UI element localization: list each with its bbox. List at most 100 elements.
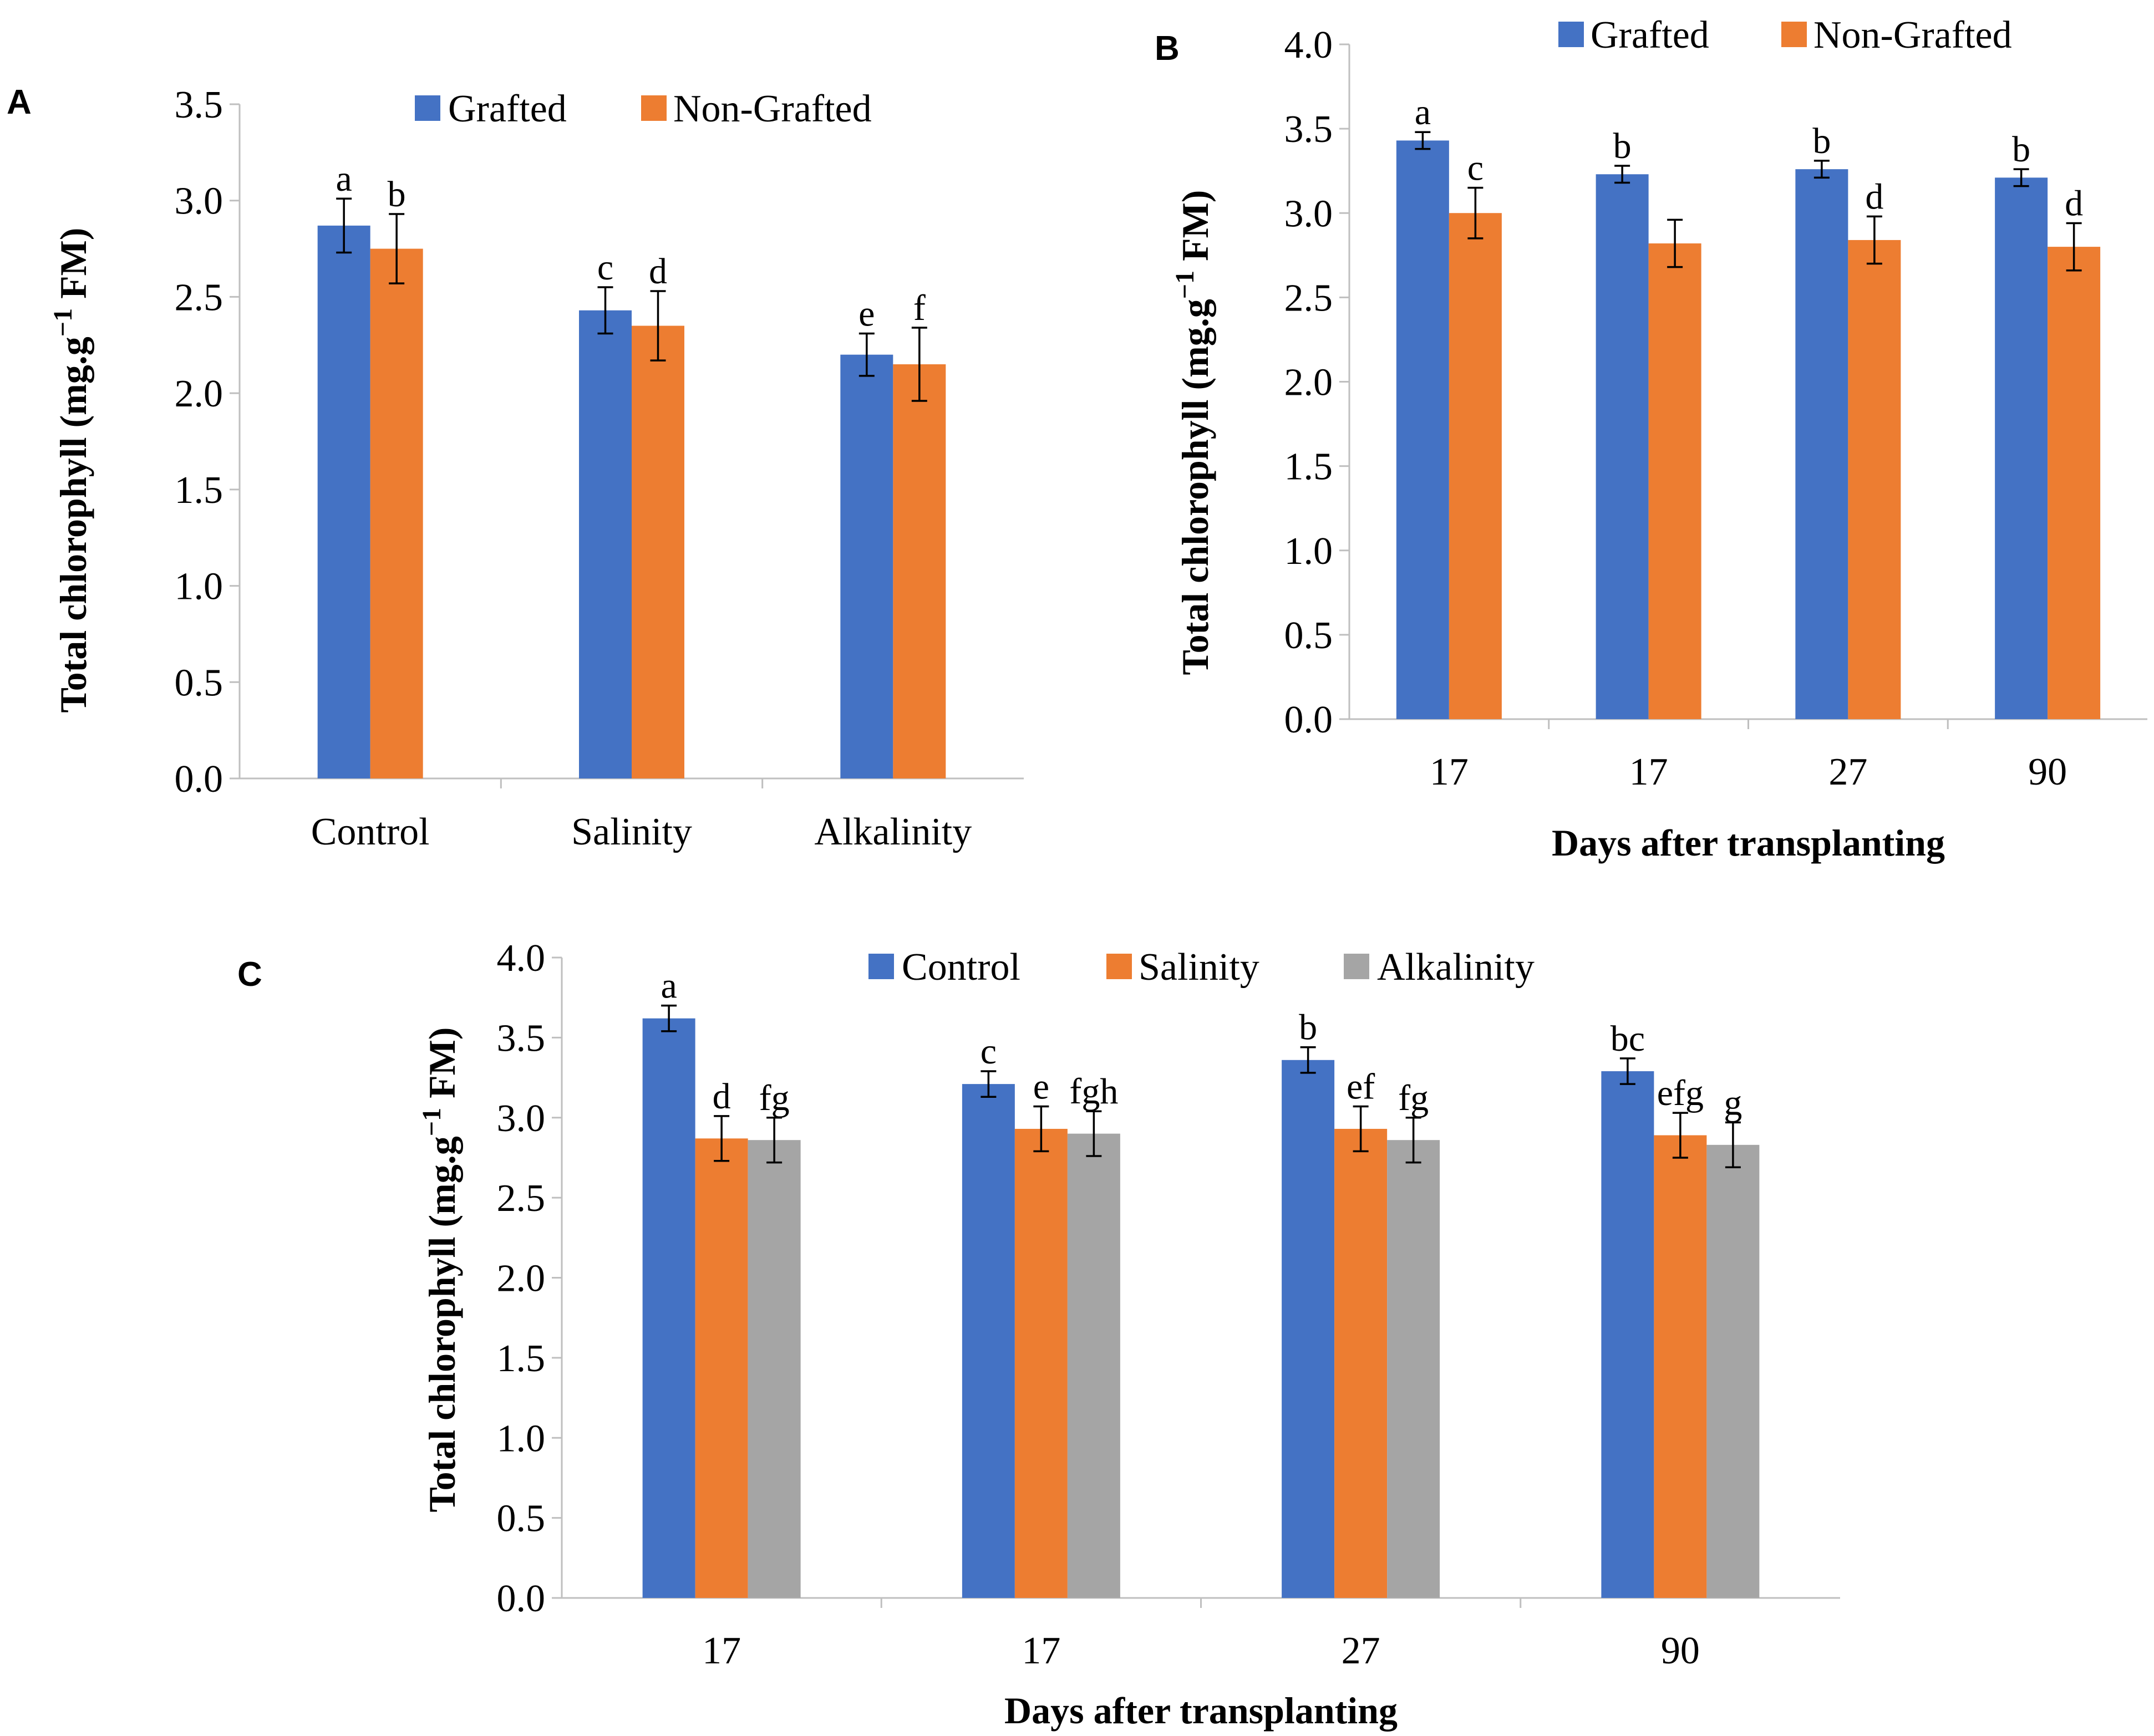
y-tick-label: 2.0 xyxy=(497,1258,546,1300)
legend-swatch xyxy=(641,95,667,121)
chart-panel-a: A 0.0 0.5 1.0 1.5 2.0 2.5 3.0 3.5 Control a b Salini… xyxy=(7,83,1024,853)
x-tick-label: Salinity xyxy=(571,811,692,853)
y-tick-label: 3.0 xyxy=(1284,192,1333,235)
significance-letter: g xyxy=(1724,1082,1742,1123)
legend-label: Salinity xyxy=(1139,946,1259,989)
x-axis-title: Days after transplanting xyxy=(1552,822,1945,864)
y-tick-label: 3.5 xyxy=(1284,108,1333,151)
y-tick-label: 0.5 xyxy=(175,661,223,704)
bar-salinity xyxy=(1654,1135,1707,1598)
significance-letter: fg xyxy=(1398,1078,1429,1118)
y-tick-label: 1.0 xyxy=(175,566,223,608)
legend-label: Grafted xyxy=(1591,14,1709,57)
legend-swatch xyxy=(1558,22,1584,47)
y-axis-title-main: Total chlorophyll (mg.g xyxy=(1174,299,1216,675)
significance-letter: fg xyxy=(759,1078,790,1118)
y-tick-label: 0.0 xyxy=(497,1577,546,1620)
significance-letter: fgh xyxy=(1069,1071,1118,1112)
chart-panel-b: B0.00.51.01.52.02.53.03.54.017ac17b27bd9… xyxy=(1155,14,2147,864)
legend-label: Control xyxy=(902,946,1020,989)
significance-letter: b xyxy=(1812,121,1831,161)
bar-non-grafted xyxy=(893,364,946,778)
x-tick-label: Alkalinity xyxy=(814,811,972,853)
bar-control xyxy=(962,1084,1015,1598)
y-axis-title: Total chlorophyll (mg.g−1 FM) xyxy=(48,228,94,713)
bar-salinity xyxy=(1014,1128,1068,1598)
y-tick-label: 1.5 xyxy=(1284,446,1333,488)
x-tick-label: 17 xyxy=(1430,751,1469,793)
bar-alkalinity xyxy=(1387,1140,1440,1598)
legend-label: Non-Grafted xyxy=(1813,14,2012,57)
significance-letter: a xyxy=(336,159,352,199)
significance-letter: b xyxy=(2012,129,2030,170)
significance-letter: c xyxy=(1467,148,1484,189)
x-tick-label: 17 xyxy=(1022,1630,1060,1672)
x-axis-title: Days after transplanting xyxy=(1004,1689,1398,1732)
y-axis-title-tail: FM) xyxy=(1174,190,1216,271)
y-tick-label: 2.5 xyxy=(497,1177,546,1220)
significance-letter: d xyxy=(649,251,667,292)
significance-letter: efg xyxy=(1657,1073,1704,1113)
y-tick-label: 2.0 xyxy=(175,373,223,415)
significance-letter: d xyxy=(2065,184,2083,224)
legend-swatch xyxy=(868,954,894,979)
legend-swatch xyxy=(1106,954,1132,979)
y-tick-label: 4.0 xyxy=(1284,24,1333,67)
y-tick-label: 0.0 xyxy=(1284,699,1333,741)
significance-letter: c xyxy=(597,247,613,288)
legend-swatch xyxy=(1781,22,1807,47)
bar-grafted xyxy=(1596,174,1649,720)
y-tick-label: 1.5 xyxy=(497,1337,546,1380)
legend-swatch xyxy=(1344,954,1369,979)
x-tick-label: 90 xyxy=(2028,751,2067,793)
bar-control xyxy=(642,1018,695,1598)
bar-alkalinity xyxy=(1067,1133,1120,1598)
significance-letter: b xyxy=(1613,126,1632,166)
y-tick-label: 0.5 xyxy=(1284,614,1333,657)
panel-letter: C xyxy=(237,955,262,994)
y-axis-title-tail: FM) xyxy=(421,1027,463,1108)
significance-letter: e xyxy=(1033,1067,1049,1107)
x-tick-label: 27 xyxy=(1342,1630,1380,1672)
y-tick-label: 2.0 xyxy=(1284,362,1333,404)
y-tick-label: 2.5 xyxy=(1284,277,1333,319)
y-axis-title-main: Total chlorophyll (mg.g xyxy=(52,337,94,712)
panel-letter: A xyxy=(7,83,32,121)
y-axis-title-tail: FM) xyxy=(52,228,94,308)
y-tick-label: 1.0 xyxy=(497,1417,546,1460)
y-axis-title-superscript: −1 xyxy=(417,1108,446,1136)
bar-alkalinity xyxy=(1706,1144,1760,1598)
bar-non-grafted xyxy=(370,248,423,779)
significance-letter: c xyxy=(981,1031,997,1072)
bar-grafted xyxy=(1795,169,1848,719)
x-tick-label: 17 xyxy=(702,1630,741,1672)
x-tick-label: 27 xyxy=(1828,751,1867,793)
y-axis-title: Total chlorophyll (mg.g−1 FM) xyxy=(1170,190,1216,675)
y-tick-label: 2.5 xyxy=(175,276,223,319)
bar-non-grafted xyxy=(1848,240,1901,719)
bar-alkalinity xyxy=(748,1140,801,1598)
significance-letter: b xyxy=(1299,1007,1317,1048)
significance-letter: a xyxy=(1415,92,1431,133)
bar-non-grafted xyxy=(1648,243,1701,719)
bar-grafted xyxy=(1396,140,1449,720)
y-axis-title-main: Total chlorophyll (mg.g xyxy=(421,1136,463,1512)
legend-swatch xyxy=(415,95,440,121)
y-tick-label: 4.0 xyxy=(497,937,546,980)
y-tick-label: 0.0 xyxy=(175,758,223,801)
y-tick-label: 1.0 xyxy=(1284,530,1333,573)
x-tick-label: 90 xyxy=(1661,1630,1700,1672)
significance-letter: e xyxy=(858,293,875,334)
bar-grafted xyxy=(579,310,632,778)
bar-salinity xyxy=(695,1138,748,1598)
bar-non-grafted xyxy=(632,325,684,778)
y-tick-label: 3.5 xyxy=(497,1017,546,1060)
legend-label: Grafted xyxy=(448,88,567,130)
y-tick-label: 3.5 xyxy=(175,84,223,126)
y-axis-title-superscript: −1 xyxy=(48,308,78,337)
panel-letter: B xyxy=(1155,29,1180,68)
bar-non-grafted xyxy=(2048,247,2101,720)
bar-grafted xyxy=(840,354,893,778)
